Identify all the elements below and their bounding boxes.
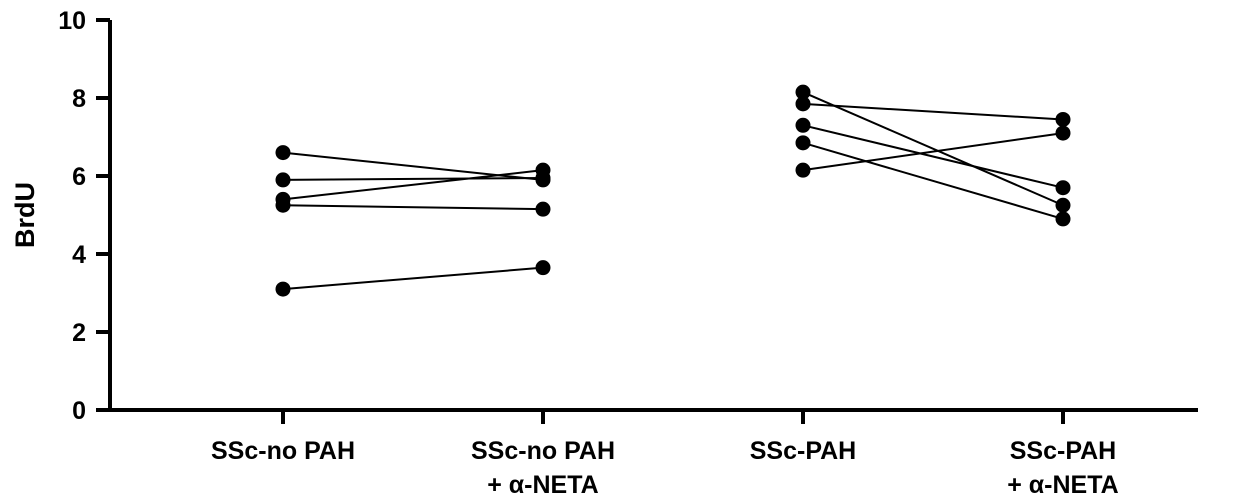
x-ticks: SSc-no PAH SSc-no PAH + α-NETA SSc-PAH SSc-P… [211,410,1119,499]
pair-line [282,151,544,181]
pair-line [282,169,544,201]
y-tick-label: 2 [72,319,86,347]
pair-line [282,266,544,291]
pair-line [282,204,544,211]
y-tick-label: 10 [58,7,86,35]
y-tick-label: 8 [72,85,86,113]
x-category-label: SSc-PAH [1010,437,1117,465]
y-tick-label: 6 [72,163,86,191]
paired-series [275,84,1071,297]
data-point [795,162,811,178]
pair-line [802,91,1064,207]
data-point [535,162,551,178]
x-category-label: SSc-no PAH [471,437,615,465]
data-point [1055,180,1071,196]
pair-line [802,102,1064,121]
y-tick-label: 0 [72,397,86,425]
pair-line [282,176,544,181]
data-point [535,201,551,217]
x-category-label: SSc-no PAH [211,437,355,465]
data-point [275,281,291,297]
y-axis-title: BrdU [10,182,40,248]
data-point [275,172,291,188]
y-tick-label: 4 [72,241,86,269]
pair-line [802,141,1064,220]
pair-line [802,132,1064,172]
data-point [535,260,551,276]
data-point [1055,125,1071,141]
data-point [1055,111,1071,127]
data-point [795,135,811,151]
y-ticks: 0 2 4 6 8 10 [58,7,110,425]
data-point [795,96,811,112]
pair-line [802,124,1064,189]
data-point [275,145,291,161]
data-point [275,197,291,213]
data-point [795,84,811,100]
x-category-label: + α-NETA [1007,471,1118,499]
data-point [1055,197,1071,213]
data-point [795,117,811,133]
axes [108,20,1198,412]
x-category-label: SSc-PAH [750,437,857,465]
data-point [1055,211,1071,227]
x-category-label: + α-NETA [487,471,598,499]
